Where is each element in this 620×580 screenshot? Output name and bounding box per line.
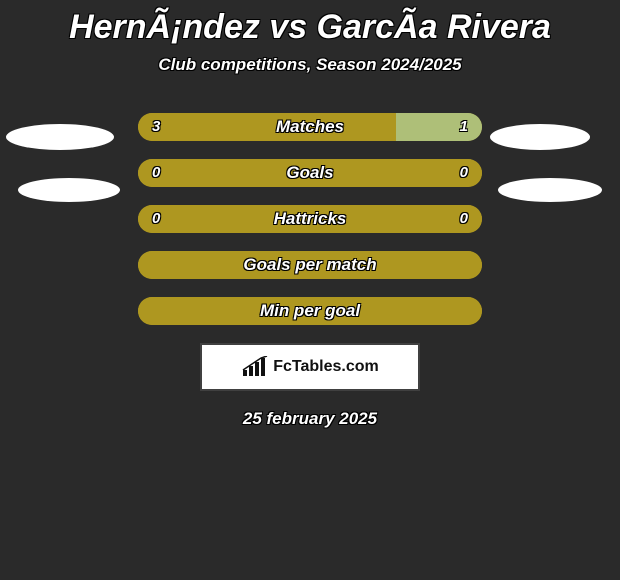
- ellipse-icon: [18, 178, 120, 202]
- stat-row: Min per goal: [0, 297, 620, 325]
- ellipse-icon: [498, 178, 602, 202]
- bar-left: [138, 113, 396, 141]
- date-text: 25 february 2025: [0, 409, 620, 429]
- brand-text: FcTables.com: [273, 358, 379, 376]
- ellipse-icon: [490, 124, 590, 150]
- page-title: HernÃ¡ndez vs GarcÃ­a Rivera: [0, 8, 620, 47]
- bar-left: [138, 205, 482, 233]
- bar-track: Goals per match: [138, 251, 482, 279]
- value-left: 3: [152, 113, 160, 141]
- value-right: 0: [460, 159, 468, 187]
- stat-row: 00Hattricks: [0, 205, 620, 233]
- bar-left: [138, 159, 482, 187]
- stat-row: Goals per match: [0, 251, 620, 279]
- bar-right: [396, 113, 482, 141]
- comparison-infographic: HernÃ¡ndez vs GarcÃ­a Rivera Club compet…: [0, 0, 620, 580]
- bar-left: [138, 251, 482, 279]
- chart-icon: [241, 356, 269, 378]
- bar-track: 31Matches: [138, 113, 482, 141]
- ellipse-icon: [6, 124, 114, 150]
- value-right: 1: [460, 113, 468, 141]
- value-left: 0: [152, 205, 160, 233]
- subtitle: Club competitions, Season 2024/2025: [0, 55, 620, 75]
- bar-track: 00Hattricks: [138, 205, 482, 233]
- value-left: 0: [152, 159, 160, 187]
- bar-left: [138, 297, 482, 325]
- bar-track: Min per goal: [138, 297, 482, 325]
- brand-badge: FcTables.com: [200, 343, 420, 391]
- bar-track: 00Goals: [138, 159, 482, 187]
- value-right: 0: [460, 205, 468, 233]
